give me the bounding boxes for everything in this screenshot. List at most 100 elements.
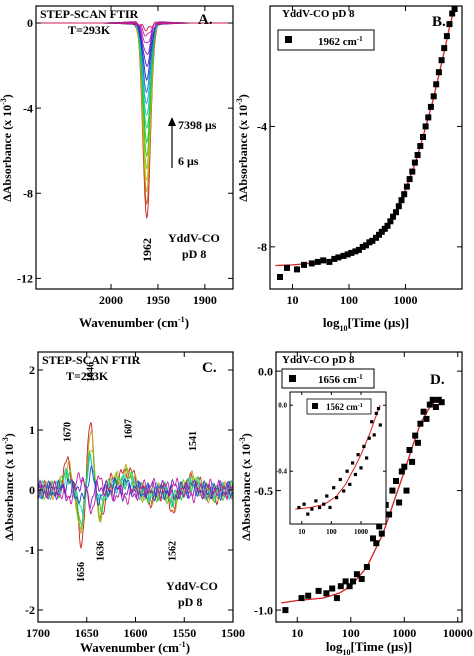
panel-d-xtick-label: 10000: [443, 626, 473, 640]
panel-a-traces: [36, 21, 233, 219]
panel-d-inset-legend-box: [306, 398, 372, 415]
panel-b-data-point: [387, 218, 394, 225]
panel-d-data-point: [414, 439, 421, 446]
panel-d-inset-data-point: [345, 469, 349, 473]
panel-b-data-point: [430, 93, 437, 100]
panel-c-trace: [37, 472, 233, 515]
panel-b-data-point: [422, 123, 429, 130]
panel-d-inset-data-point: [370, 420, 374, 424]
panel-d-title: YddV-CO pD 8: [282, 354, 355, 366]
panel-d-ytick-label: -0.5: [254, 484, 273, 498]
panel-d-inset-data-point: [318, 505, 322, 510]
panel-b-data-point: [384, 222, 391, 229]
panel-b-data-point: [344, 251, 351, 258]
panel-d-inset-points: [297, 406, 382, 516]
panel-d-data-point: [337, 583, 344, 590]
panel-d-inset-data-point: [376, 406, 381, 411]
panel-c-peak-label: 1636: [95, 541, 106, 561]
panel-a-condition-label: pD 8: [182, 247, 206, 261]
panel-a-frame: [35, 5, 234, 290]
panel-d-inset-data-point: [356, 453, 360, 457]
panel-d-data-point: [333, 595, 340, 602]
panel-a-time-max: 7398 μs: [178, 118, 217, 132]
panel-c-xtick-label: 1700: [26, 626, 50, 640]
panel-b-data-point: [414, 152, 421, 158]
panel-d-inset-data-point: [310, 507, 314, 511]
panel-d-inset-data-point: [332, 486, 336, 490]
panel-d-inset-data-point: [362, 444, 366, 448]
panel-d-inset-data-point: [372, 433, 376, 437]
panel-d-inset: 10 100 1000 0.0 -0.4 1562 cm-1: [276, 391, 387, 536]
panel-d-data-point: [403, 487, 410, 494]
panel-d-data-point: [350, 578, 356, 585]
panel-d-ytick-label: 0.0: [258, 364, 273, 378]
panel-b-data-point: [335, 254, 342, 261]
panel-b: 10 100 1000-4-8 YddV-CO pD 8 B. 1962 cm-1 …: [235, 5, 463, 333]
panel-d-inset-data-point: [306, 512, 310, 516]
panel-a-ytick-label: -12: [17, 272, 33, 286]
panel-d-data-point: [398, 468, 405, 475]
panel-d-data-point: [401, 463, 408, 470]
panel-c-ytick-label: 1: [29, 423, 35, 437]
panel-b-legend-label: 1962 cm-1: [318, 35, 363, 48]
panel-a-xlabel: Wavenumber (cm-1): [79, 315, 189, 330]
panel-b-ytick-label: -8: [257, 240, 267, 254]
panel-d-data-point: [315, 587, 322, 594]
panel-d-legend-label: 1656 cm-1: [318, 373, 363, 386]
panel-b-data-point: [340, 252, 347, 259]
panel-d-inset-data-point: [353, 472, 357, 477]
panel-b-data-point: [420, 134, 426, 140]
panel-b-data-point: [435, 69, 442, 76]
panel-d-inset-data-point: [342, 489, 346, 493]
panel-a-xtick-label: 1900: [193, 293, 217, 307]
panel-b-data-point: [417, 143, 424, 149]
panel-d-inset-data-point: [297, 505, 301, 510]
panel-b-frame: [269, 5, 463, 290]
panel-c-trace: [37, 422, 233, 550]
panel-a-axes: 2000 1950 1900 0 -4 -8 -12: [17, 6, 233, 307]
panel-d-frame: [275, 351, 463, 623]
panel-d-xtick-label: 10: [291, 626, 303, 640]
panel-b-ylabel: ΔAbsorbance (x 10-3): [235, 94, 250, 202]
panel-d-data-point: [323, 590, 330, 597]
panel-d-data-point: [426, 401, 433, 408]
panel-b-xtick-label: 10: [286, 293, 298, 307]
panel-d-inset-data-point: [322, 502, 326, 506]
panel-b-xtick-label: 1000: [393, 293, 417, 307]
panel-b-data-point: [403, 183, 410, 190]
panel-d-inset-ytick-label: 0.0: [278, 402, 287, 410]
panel-b-letter: B.: [432, 14, 446, 30]
panel-a-trace: [36, 21, 233, 32]
panel-b-data-point: [438, 57, 445, 64]
panel-d-xtick-label: 100: [342, 626, 360, 640]
panel-d-inset-data-point: [378, 423, 382, 427]
panel-b-data-point: [363, 242, 369, 249]
panel-b-data-point: [326, 258, 333, 265]
panel-d-data-point: [378, 530, 385, 537]
panel-d-inset-data-point: [359, 466, 363, 470]
panel-b-data-point: [401, 191, 408, 198]
panel-d-data-point: [342, 578, 349, 585]
panel-b-data-point: [411, 159, 418, 166]
panel-d-data-point: [389, 487, 396, 494]
panel-a-trace: [36, 21, 233, 193]
panel-a-peak-label: 1962: [140, 238, 154, 262]
panel-c-traces: [37, 422, 233, 550]
panel-d-data-point: [305, 592, 312, 599]
panel-d-inset-xtick-label: 100: [326, 528, 337, 536]
panel-d-data-point: [420, 408, 427, 415]
panel-a-trace: [36, 21, 233, 67]
panel-c-sample-label: YddV-CO: [166, 579, 218, 593]
panel-b-data-point: [294, 266, 300, 273]
panel-b-data-point: [352, 248, 359, 255]
panel-b-data-point: [398, 197, 405, 204]
panel-d-inset-data-point: [365, 456, 369, 460]
panel-a-ytick-label: -4: [23, 101, 33, 115]
panel-c-peak-labels: 1670 1646 1607 1541 1656 1636 1562: [62, 362, 199, 582]
panel-d: 10 100 1000 10000 0.0 -0.5 -1.0 YddV-CO pD 8 D…: [238, 351, 473, 656]
panel-b-data-point: [369, 237, 376, 244]
panel-b-data-point: [449, 10, 456, 17]
panel-d-xlabel: log10[Time (μs)]: [326, 639, 412, 656]
panel-d-data-point: [423, 415, 430, 422]
panel-c-trace: [37, 449, 233, 530]
